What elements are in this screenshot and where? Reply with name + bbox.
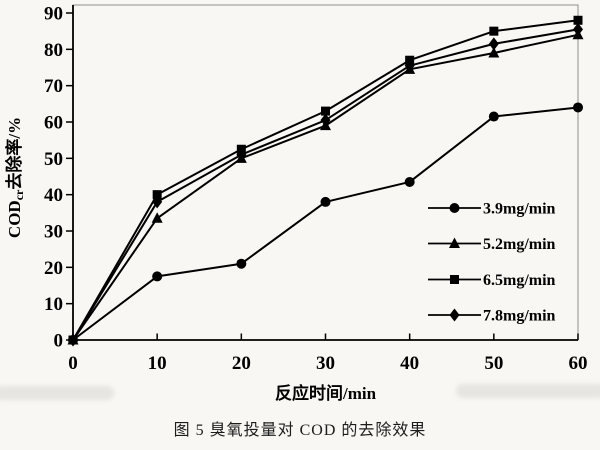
x-tick-label: 20: [232, 353, 251, 374]
legend-item-6-5mg-min: 6.5mg/min: [428, 272, 556, 289]
data-point-diamond: [68, 333, 78, 347]
y-tick-label: 60: [44, 113, 63, 134]
series-line-diamond: [72, 28, 579, 341]
plot-border: [72, 4, 579, 341]
legend-marker-diamond: [449, 308, 460, 322]
legend-label: 3.9mg/min: [483, 201, 556, 218]
y-axis-title: CODcr去除率/%: [4, 117, 26, 238]
y-tick-label: 0: [54, 331, 64, 352]
series-line-square: [72, 19, 579, 341]
cod-removal-chart: 0 10 20 30 40 50 60 70 80 90 0 10 20 30 40 50 60 反应时间/min…: [4, 4, 588, 404]
legend-marker-circle: [449, 203, 460, 213]
data-point-circle: [488, 111, 499, 122]
data-point-diamond: [573, 22, 583, 36]
legend-label: 5.2mg/min: [483, 236, 556, 253]
y-tick-label: 40: [44, 185, 63, 206]
series-line-circle: [72, 106, 579, 341]
data-point-circle: [320, 196, 331, 207]
x-tick-label: 60: [569, 353, 588, 374]
data-point-square: [573, 15, 583, 25]
data-point-square: [152, 190, 162, 200]
scan-artifact-right: [456, 384, 600, 398]
x-axis-title: 反应时间/min: [275, 383, 377, 403]
y-tick-label: 70: [44, 76, 63, 97]
y-tick-label: 10: [44, 294, 63, 315]
data-point-diamond: [404, 59, 415, 73]
y-tick-label: 20: [44, 258, 63, 279]
x-tick-label: 30: [316, 353, 335, 374]
data-point-circle: [573, 102, 583, 113]
data-point-triangle: [151, 212, 163, 223]
data-point-circle: [152, 271, 163, 282]
x-tick-label: 50: [484, 353, 503, 374]
data-point-square: [321, 106, 330, 116]
data-point-triangle: [488, 46, 500, 58]
data-point-diamond: [236, 148, 247, 162]
y-tick-label: 30: [44, 222, 63, 243]
x-tick-label: 10: [148, 353, 167, 374]
legend-item-3-9mg-min: 3.9mg/min: [428, 201, 556, 218]
x-tick-label: 40: [400, 353, 419, 374]
y-tick-label: 50: [44, 149, 63, 170]
legend-marker-triangle: [449, 237, 460, 248]
legend-item-5-2mg-min: 5.2mg/min: [428, 236, 556, 253]
series-line-triangle: [72, 33, 579, 341]
y-tick-label: 80: [44, 40, 63, 61]
data-point-diamond: [488, 37, 499, 51]
legend-label: 6.5mg/min: [483, 272, 556, 289]
scan-artifact-left: [0, 386, 114, 400]
legend-marker-square: [450, 275, 459, 284]
data-point-circle: [236, 258, 247, 269]
data-point-diamond: [152, 195, 163, 209]
figure-caption: 图 5 臭氧投量对 COD 的去除效果: [173, 422, 427, 439]
legend-item-7-8mg-min: 7.8mg/min: [428, 308, 556, 325]
data-point-square: [489, 26, 499, 36]
data-point-circle: [404, 176, 415, 187]
x-tick-label: 0: [68, 353, 78, 374]
y-tick-label: 90: [44, 4, 63, 25]
data-point-diamond: [320, 113, 331, 127]
legend-label: 7.8mg/min: [483, 308, 556, 325]
